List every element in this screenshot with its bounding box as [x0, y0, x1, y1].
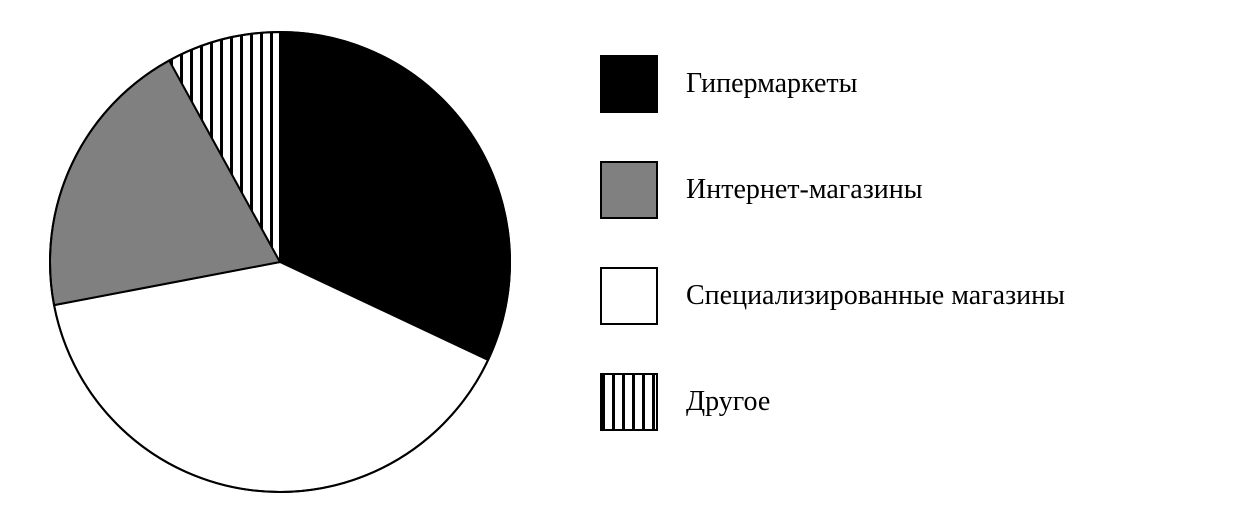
legend-item: Гипермаркеты	[600, 55, 1065, 113]
legend-swatch	[600, 267, 658, 325]
chart-container: Гипермаркеты Интернет-магазины Специализ…	[0, 0, 1235, 525]
legend-swatch	[600, 373, 658, 431]
legend-item: Специализированные магазины	[600, 267, 1065, 325]
legend-swatch	[600, 161, 658, 219]
legend-item: Интернет-магазины	[600, 161, 1065, 219]
legend-label: Специализированные магазины	[686, 280, 1065, 312]
legend: Гипермаркеты Интернет-магазины Специализ…	[600, 55, 1065, 431]
legend-label: Гипермаркеты	[686, 68, 857, 100]
legend-item: Другое	[600, 373, 1065, 431]
legend-swatch	[600, 55, 658, 113]
legend-label: Интернет-магазины	[686, 174, 923, 206]
legend-label: Другое	[686, 386, 770, 418]
pie-chart-area	[0, 0, 560, 525]
pie-chart	[0, 0, 560, 525]
